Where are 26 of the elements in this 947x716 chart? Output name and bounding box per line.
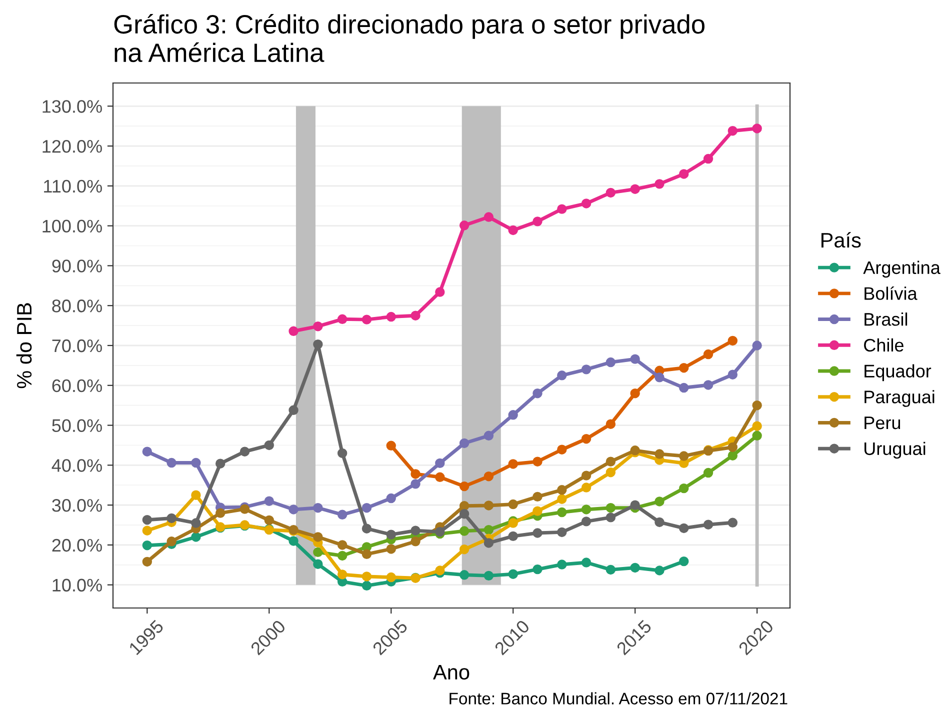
- legend-label: Bolívia: [864, 286, 918, 300]
- y-tick-label: 20.0%: [52, 538, 102, 552]
- chart-title: Gráfico 3: Crédito direcionado para o setor privado na América Latina: [114, 14, 704, 62]
- source-note: Fonte: Banco Mundial. Acesso em 07/11/2021: [450, 692, 788, 704]
- y-tick-label: 30.0%: [52, 499, 102, 512]
- y-tick-label: 90.0%: [52, 260, 102, 272]
- y-tick-label: 70.0%: [52, 339, 102, 352]
- y-tick-label: 80.0%: [52, 300, 102, 312]
- legend-label: Brasil: [864, 312, 908, 326]
- y-tick-label: 60.0%: [52, 379, 102, 392]
- legend-label: Equador: [864, 364, 932, 382]
- legend-label: Argentina: [863, 260, 940, 278]
- y-tick-label: 130.0%: [42, 100, 102, 113]
- y-tick-label: 40.0%: [52, 459, 102, 472]
- legend-label: Chile: [864, 338, 904, 352]
- legend-label: Paraguai: [864, 390, 934, 407]
- x-axis-title: Ano: [433, 665, 470, 680]
- legend-title: País: [822, 232, 861, 248]
- legend-label: Peru: [864, 416, 900, 430]
- legend-label: Uruguai: [864, 442, 926, 459]
- y-tick-label: 120.0%: [42, 140, 102, 153]
- y-tick-label: 110.0%: [44, 180, 102, 193]
- y-tick-label: 10.0%: [52, 578, 102, 592]
- y-tick-label: 50.0%: [52, 419, 102, 432]
- y-tick-label: 100.0%: [42, 220, 102, 233]
- y-axis-title: % do PIB: [16, 303, 32, 388]
